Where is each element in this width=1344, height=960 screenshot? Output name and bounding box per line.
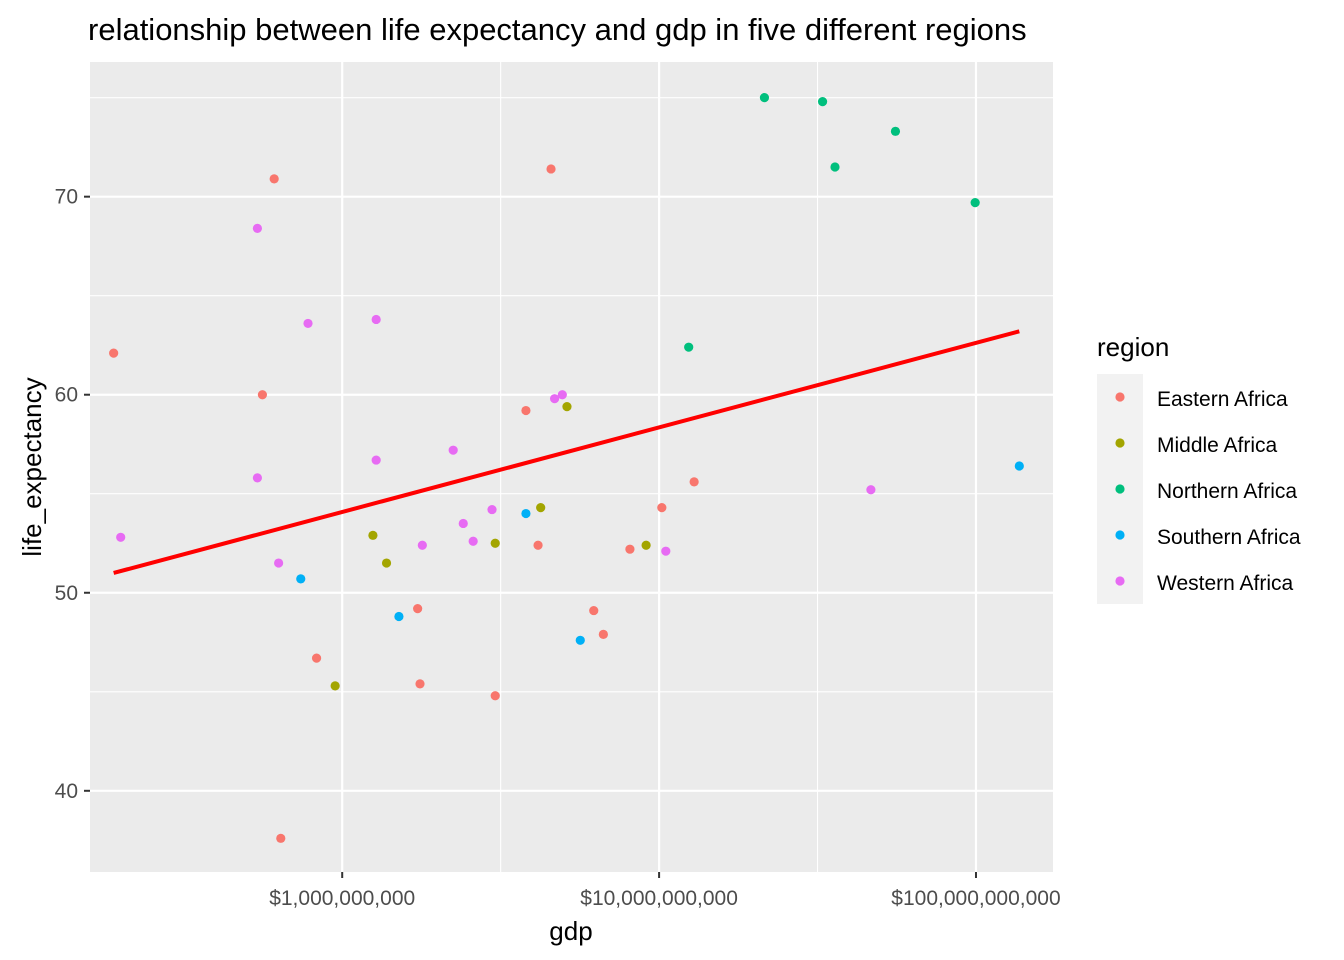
data-point — [415, 679, 425, 689]
data-point — [371, 455, 381, 465]
legend-label: Eastern Africa — [1157, 388, 1288, 411]
data-point — [296, 574, 306, 584]
data-point — [641, 540, 651, 550]
x-tick-label: $1,000,000,000 — [269, 887, 415, 910]
data-point — [661, 546, 671, 556]
legend-key — [1115, 484, 1125, 494]
legend-label: Southern Africa — [1157, 526, 1301, 549]
legend-key — [1115, 530, 1125, 540]
data-point — [413, 604, 423, 614]
data-point — [598, 629, 608, 639]
data-point — [468, 536, 478, 546]
data-point — [549, 394, 560, 404]
data-point — [657, 502, 667, 513]
data-point — [458, 518, 468, 529]
data-point — [448, 445, 458, 455]
y-axis: 40 50 60 70 — [55, 186, 90, 803]
points-layer — [109, 93, 1024, 843]
legend-label: Middle Africa — [1157, 434, 1278, 457]
y-tick-label: 70 — [55, 186, 78, 209]
data-point — [368, 530, 378, 540]
y-axis-title: life_expectancy — [17, 377, 47, 556]
legend-key — [1115, 392, 1125, 402]
legend: region Eastern Africa Middle Africa Northe… — [1097, 332, 1301, 604]
data-point — [371, 314, 381, 325]
data-point — [276, 833, 286, 843]
data-point — [116, 532, 126, 542]
data-point — [536, 502, 546, 513]
x-axis: $1,000,000,000 $10,000,000,000 $100,000,00… — [269, 872, 1061, 910]
x-tick-label: $10,000,000,000 — [580, 887, 738, 910]
data-point — [521, 405, 531, 416]
data-point — [257, 390, 268, 400]
data-point — [521, 508, 531, 519]
chart-title: relationship between life expectancy and… — [88, 12, 1027, 47]
data-point — [533, 540, 543, 550]
data-point — [487, 504, 497, 515]
x-tick-label: $100,000,000,000 — [891, 887, 1060, 910]
trend-line — [113, 329, 1020, 575]
data-point — [970, 198, 980, 208]
data-point — [311, 653, 322, 663]
data-point — [417, 540, 427, 550]
data-point — [109, 348, 119, 358]
data-point — [890, 126, 901, 136]
y-tick-label: 40 — [55, 780, 78, 803]
plot-panel — [90, 62, 1053, 872]
data-point — [269, 174, 279, 184]
data-point — [817, 97, 828, 107]
legend-key — [1115, 576, 1125, 586]
legend-label: Northern Africa — [1157, 480, 1297, 503]
y-tick-label: 60 — [55, 384, 78, 407]
data-point — [303, 318, 313, 329]
y-tick-label: 50 — [55, 582, 78, 605]
data-point — [575, 635, 585, 645]
data-point — [689, 477, 699, 487]
data-point — [252, 223, 263, 233]
trend-layer — [113, 329, 1020, 575]
data-point — [381, 558, 392, 568]
data-point — [562, 401, 572, 412]
legend-key — [1115, 438, 1125, 448]
data-point — [866, 485, 876, 495]
legend-items: Eastern Africa Middle Africa Northern Afri… — [1115, 388, 1301, 595]
x-axis-title: gdp — [549, 916, 592, 946]
legend-label: Western Africa — [1157, 572, 1293, 595]
data-point — [830, 162, 840, 172]
data-point — [589, 605, 599, 616]
data-point — [557, 390, 567, 400]
data-point — [394, 611, 404, 622]
data-point — [490, 538, 500, 548]
data-point — [684, 342, 694, 352]
data-point — [252, 473, 263, 483]
data-point — [1014, 461, 1024, 471]
data-point — [490, 691, 500, 701]
data-point — [759, 93, 770, 103]
data-point — [546, 164, 556, 174]
legend-title: region — [1097, 332, 1169, 362]
data-point — [625, 544, 635, 554]
data-point — [274, 558, 284, 568]
grid-major — [90, 62, 1053, 872]
data-point — [330, 681, 340, 691]
